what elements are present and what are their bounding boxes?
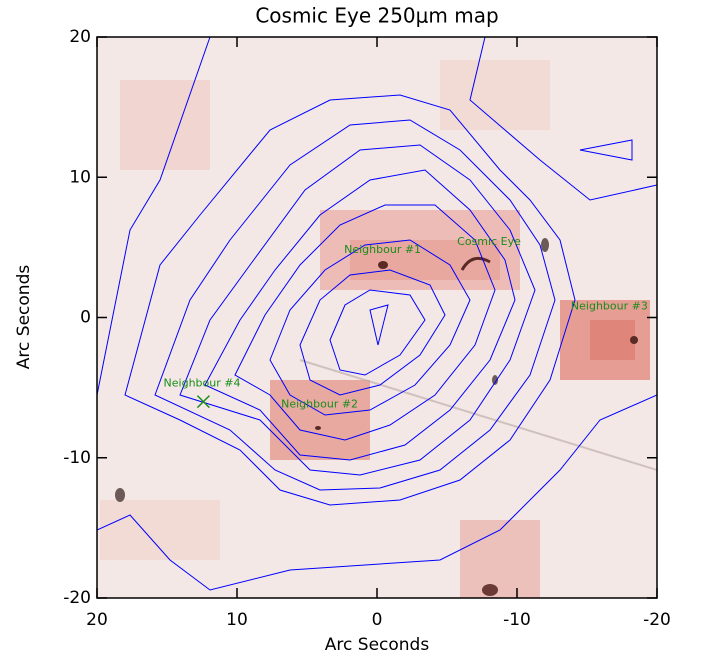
x-tick-label: 20 (86, 610, 108, 630)
annotation: Neighbour #2 (281, 397, 358, 410)
x-tick-label: -20 (643, 610, 671, 630)
chart-title: Cosmic Eye 250μm map (255, 4, 498, 28)
annotation: Neighbour #3 (571, 299, 648, 312)
x-axis-label: Arc Seconds (325, 635, 430, 655)
y-tick-label: 10 (69, 167, 91, 187)
sky-image (97, 37, 657, 598)
annotation: Neighbour #4 (164, 376, 241, 389)
y-tick-label: -10 (63, 448, 91, 468)
y-tick-label: 20 (69, 27, 91, 47)
y-tick-label: -20 (63, 588, 91, 608)
x-tick-label: -10 (503, 610, 531, 630)
annotation: Cosmic Eye (457, 235, 521, 248)
x-tick-label: 10 (226, 610, 248, 630)
y-tick-label: 0 (80, 308, 91, 328)
x-tick-label: 0 (372, 610, 383, 630)
marker (196, 395, 210, 409)
contours (97, 37, 657, 591)
annotation: Neighbour #1 (344, 243, 421, 256)
y-axis-label: Arc Seconds (14, 265, 34, 370)
